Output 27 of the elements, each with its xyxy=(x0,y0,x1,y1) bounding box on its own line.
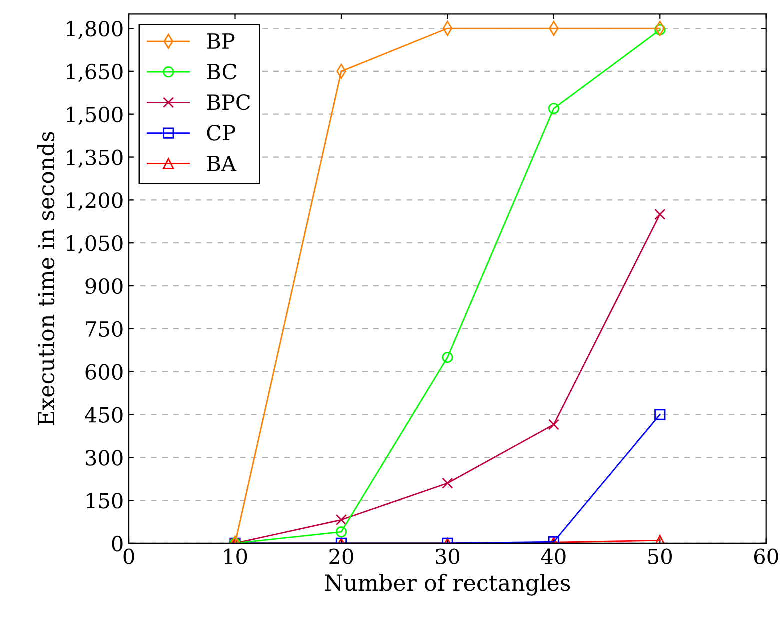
legend-label: BC xyxy=(207,64,237,80)
x-tick-label: 30 xyxy=(436,548,460,564)
x-tick-label: 0 xyxy=(124,548,134,564)
x-tick-label: 40 xyxy=(541,548,566,564)
y-tick-label: 1,200 xyxy=(67,192,123,211)
y-tick-label: 1,800 xyxy=(67,20,123,40)
legend-label: BA xyxy=(207,156,237,172)
legend-label: BPC xyxy=(207,94,250,110)
y-tick-label: 1,650 xyxy=(67,64,123,82)
legend-label: CP xyxy=(207,125,236,141)
y-tick-label: 1,500 xyxy=(67,106,123,126)
y-tick-label: 750 xyxy=(86,321,123,338)
y-tick-label: 1,350 xyxy=(67,150,123,168)
x-tick-label: 60 xyxy=(754,548,778,564)
y-axis-title: Execution time in seconds xyxy=(37,132,55,426)
x-tick-label: 20 xyxy=(330,548,354,564)
x-tick-label: 10 xyxy=(224,548,248,564)
y-tick-label: 600 xyxy=(86,364,123,380)
legend-label: BP xyxy=(207,34,235,49)
y-tick-label: 0 xyxy=(112,536,123,552)
x-tick-label: 50 xyxy=(648,548,672,564)
y-tick-label: 150 xyxy=(86,493,123,509)
y-tick-label: 900 xyxy=(86,278,123,294)
y-tick-label: 300 xyxy=(86,450,123,466)
y-tick-label: 1,050 xyxy=(67,236,123,254)
x-axis-title: Number of rectangles xyxy=(325,574,570,596)
y-tick-label: 450 xyxy=(85,407,123,423)
